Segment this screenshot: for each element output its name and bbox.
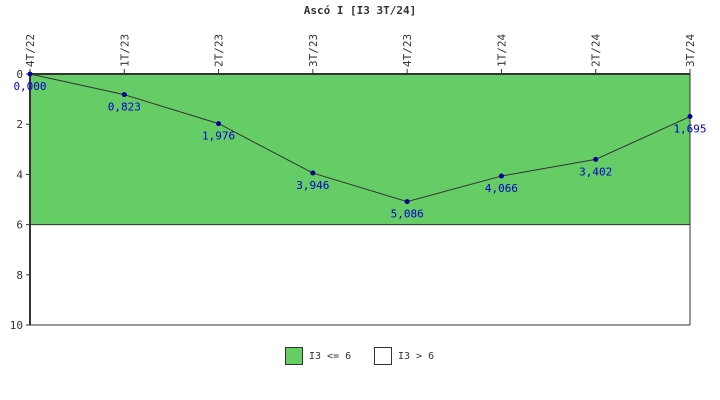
data-label: 1,695 <box>673 123 706 136</box>
data-point <box>593 156 599 162</box>
y-tick-label: 6 <box>16 219 23 232</box>
legend-item-green: I3 <= 6 <box>285 346 351 366</box>
data-point <box>404 199 410 205</box>
legend-swatch-white <box>374 347 392 365</box>
x-tick-label: 4T/22 <box>24 34 37 67</box>
data-point <box>498 173 504 179</box>
data-point <box>27 71 33 77</box>
data-point <box>310 170 316 176</box>
data-label: 0,823 <box>108 101 141 114</box>
y-tick-label: 2 <box>16 118 23 131</box>
data-label: 3,946 <box>296 179 329 192</box>
y-tick-label: 0 <box>16 68 23 81</box>
data-label: 0,000 <box>13 80 46 93</box>
legend-swatch-green <box>285 347 303 365</box>
y-tick-label: 10 <box>10 319 23 332</box>
data-label: 3,402 <box>579 165 612 178</box>
band-high <box>30 224 690 325</box>
chart-title: Ascó I [I3 3T/24] <box>303 4 417 17</box>
legend-label-white: I3 > 6 <box>398 350 435 362</box>
x-tick-label: 1T/23 <box>118 34 131 67</box>
x-tick-label: 3T/24 <box>684 34 697 67</box>
x-tick-label: 4T/23 <box>401 34 414 67</box>
y-tick-label: 8 <box>16 269 23 282</box>
series-line <box>29 73 691 203</box>
legend-item-white: I3 > 6 <box>374 346 434 366</box>
data-point <box>216 121 222 127</box>
data-label: 4,066 <box>485 182 518 195</box>
data-point <box>687 114 693 120</box>
y-tick-label: 4 <box>16 168 23 181</box>
legend-label-green: I3 <= 6 <box>309 350 352 362</box>
data-point <box>121 92 127 98</box>
x-tick-label: 3T/23 <box>307 34 320 67</box>
x-tick-label: 1T/24 <box>495 34 508 67</box>
x-tick-label: 2T/24 <box>590 34 603 67</box>
data-label: 5,086 <box>391 208 424 221</box>
x-tick-label: 2T/23 <box>213 34 226 67</box>
data-label: 1,976 <box>202 130 235 143</box>
